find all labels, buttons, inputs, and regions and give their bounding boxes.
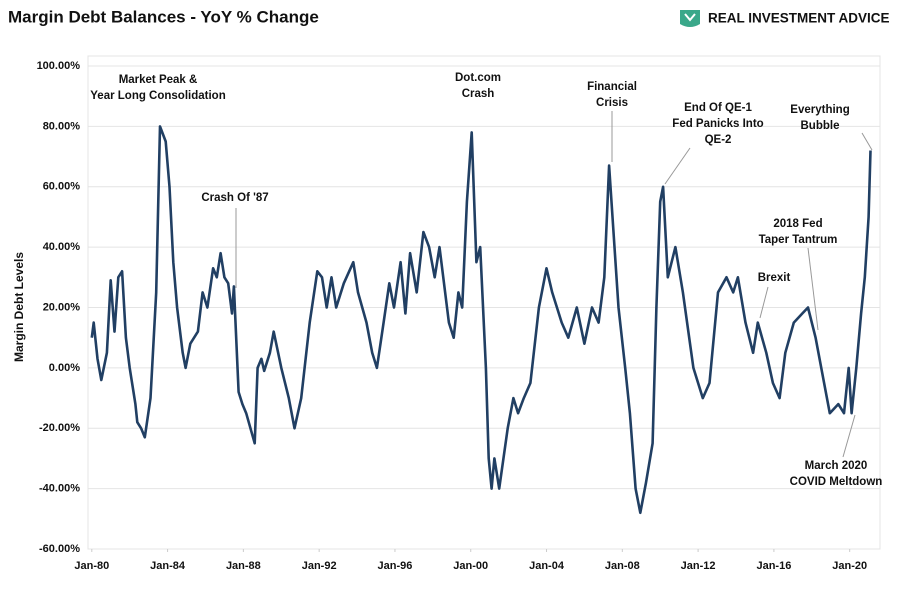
annotation: 2018 Fed	[773, 218, 822, 230]
logo-text: REAL INVESTMENT ADVICE	[708, 11, 890, 26]
annotation: COVID Meltdown	[790, 476, 883, 488]
annotation: Taper Tantrum	[759, 234, 838, 246]
y-tick-label: 60.00%	[43, 181, 81, 193]
annotation-arrow	[807, 247, 819, 331]
x-tick-label: Jan-20	[832, 560, 867, 572]
annotation: Year Long Consolidation	[90, 90, 225, 102]
chart-title: Margin Debt Balances - YoY % Change	[8, 7, 319, 26]
y-tick-label: 0.00%	[49, 362, 80, 374]
annotation: Crisis	[596, 97, 628, 109]
annotation: Fed Panicks Into	[672, 118, 763, 130]
annotation: Market Peak &	[119, 74, 198, 86]
x-tick-label: Jan-12	[681, 560, 716, 572]
x-tick-label: Jan-92	[302, 560, 337, 572]
y-tick-label: 100.00%	[37, 60, 81, 72]
annotation: Financial	[587, 81, 637, 93]
y-tick-label: -60.00%	[39, 543, 80, 555]
x-tick-label: Jan-08	[605, 560, 640, 572]
x-tick-label: Jan-88	[226, 560, 261, 572]
y-tick-label: 40.00%	[43, 241, 81, 253]
x-tick-label: Jan-04	[529, 560, 565, 572]
annotation-arrow	[664, 147, 691, 185]
logo: REAL INVESTMENT ADVICE	[680, 10, 890, 27]
annotation: Brexit	[758, 272, 791, 284]
x-tick-label: Jan-00	[453, 560, 488, 572]
data-line	[90, 125, 872, 515]
annotation: End Of QE-1	[684, 102, 752, 114]
annotation: Bubble	[801, 120, 840, 132]
annotation: Everything	[790, 104, 849, 116]
y-axis-label: Margin Debt Levels	[12, 252, 26, 362]
x-tick-label: Jan-96	[378, 560, 413, 572]
y-tick-label: -40.00%	[39, 483, 80, 495]
annotation-arrow	[861, 132, 873, 151]
logo-icon-mark	[684, 13, 696, 22]
annotation: Crash Of '87	[201, 192, 268, 204]
y-tick-label: 80.00%	[43, 120, 81, 132]
x-tick-label: Jan-16	[756, 560, 791, 572]
annotation-arrow	[842, 414, 856, 458]
x-tick-label: Jan-84	[150, 560, 186, 572]
y-tick-label: -20.00%	[39, 422, 80, 434]
annotation: Dot.com	[455, 72, 501, 84]
y-tick-label: 20.00%	[43, 301, 81, 313]
annotation: QE-2	[705, 134, 732, 146]
annotation-arrow	[759, 286, 769, 319]
annotation: Crash	[462, 88, 495, 100]
annotation: March 2020	[805, 460, 868, 472]
x-tick-label: Jan-80	[74, 560, 109, 572]
